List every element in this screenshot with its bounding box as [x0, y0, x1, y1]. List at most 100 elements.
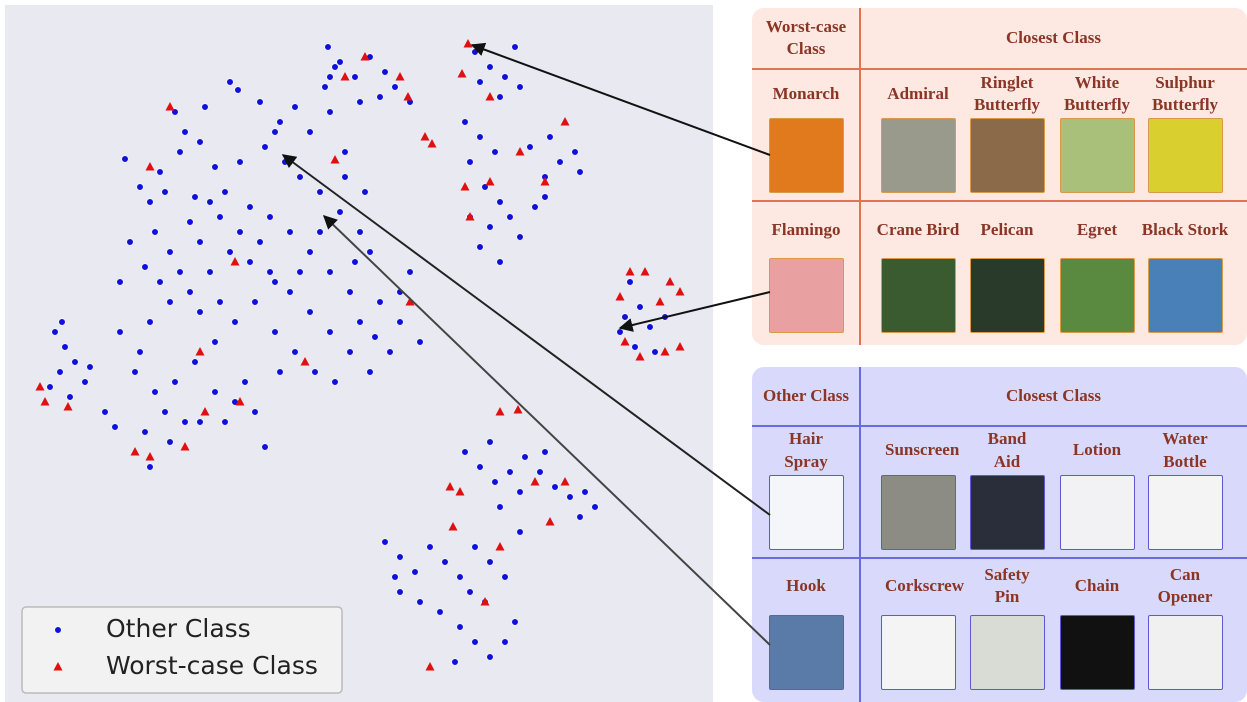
point	[341, 173, 349, 181]
point	[521, 453, 529, 461]
point	[536, 468, 544, 476]
point	[161, 188, 169, 196]
point	[541, 193, 549, 201]
point	[166, 248, 174, 256]
point	[516, 488, 524, 496]
point	[136, 348, 144, 356]
class-label: Hair Spray	[756, 428, 856, 473]
point	[471, 638, 479, 646]
point	[46, 383, 54, 391]
point	[171, 378, 179, 386]
row-rule	[752, 557, 1247, 559]
closest-label: Chain	[1052, 560, 1142, 612]
point	[151, 388, 159, 396]
point	[396, 588, 404, 596]
point	[331, 378, 339, 386]
point	[176, 148, 184, 156]
point	[340, 72, 350, 81]
point	[651, 348, 659, 356]
point	[326, 73, 334, 81]
row-rule	[752, 68, 1247, 70]
point	[506, 468, 514, 476]
legend-marker	[53, 662, 63, 671]
point	[356, 318, 364, 326]
header-cell: Closest Class	[1006, 385, 1101, 405]
point	[381, 68, 389, 76]
label-text: Hook	[786, 575, 826, 595]
point	[251, 408, 259, 416]
point	[511, 618, 519, 626]
point	[296, 268, 304, 276]
point	[381, 538, 389, 546]
point	[331, 63, 339, 71]
image	[1148, 475, 1223, 550]
point	[206, 268, 214, 276]
point	[441, 558, 449, 566]
point	[416, 598, 424, 606]
closest-label: Can Opener	[1140, 560, 1230, 612]
point	[461, 118, 469, 126]
point	[306, 308, 314, 316]
label-text: Chain	[1074, 575, 1120, 595]
point	[501, 573, 509, 581]
image	[881, 118, 956, 193]
point	[141, 263, 149, 271]
point	[166, 298, 174, 306]
point	[391, 573, 399, 581]
point	[234, 86, 242, 94]
point	[636, 303, 644, 311]
point	[403, 92, 413, 101]
point	[86, 363, 94, 371]
point	[216, 213, 224, 221]
point	[324, 43, 332, 51]
point	[126, 238, 134, 246]
class-label: Monarch	[756, 70, 856, 118]
image	[970, 615, 1045, 690]
point	[420, 132, 430, 141]
point	[130, 447, 140, 456]
point	[186, 288, 194, 296]
point	[176, 268, 184, 276]
point	[376, 93, 384, 101]
point	[101, 408, 109, 416]
point	[58, 318, 66, 326]
point	[457, 69, 467, 78]
point	[486, 558, 494, 566]
image	[881, 615, 956, 690]
point	[486, 63, 494, 71]
point	[436, 608, 444, 616]
closest-label: Crane Bird	[873, 203, 963, 258]
point	[476, 463, 484, 471]
closest-label: Sulphur Butterfly	[1140, 70, 1230, 118]
class-label: Hook	[756, 560, 856, 612]
point	[466, 588, 474, 596]
point	[261, 143, 269, 151]
point	[226, 78, 234, 86]
point	[161, 408, 169, 416]
closest-label: Lotion	[1052, 428, 1142, 473]
point	[306, 128, 314, 136]
image	[769, 118, 844, 193]
point	[491, 148, 499, 156]
point	[576, 168, 584, 176]
column-rule	[859, 367, 861, 702]
point	[141, 428, 149, 436]
image	[1060, 475, 1135, 550]
header-cell: Worst-case Class	[765, 16, 847, 58]
point	[281, 158, 289, 166]
point	[471, 48, 479, 56]
point	[501, 73, 509, 81]
row-rule	[752, 425, 1247, 427]
point	[463, 39, 473, 48]
row-rule	[752, 200, 1247, 202]
point	[427, 139, 437, 148]
point	[145, 452, 155, 461]
point	[336, 58, 344, 66]
point	[195, 347, 205, 356]
point	[476, 133, 484, 141]
point	[366, 248, 374, 256]
point	[541, 448, 549, 456]
point	[396, 553, 404, 561]
point	[506, 213, 514, 221]
point	[246, 258, 254, 266]
